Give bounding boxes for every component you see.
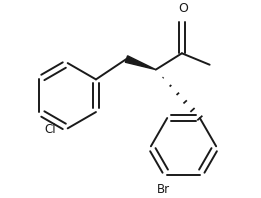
Text: Br: Br <box>157 183 170 196</box>
Text: O: O <box>178 2 188 15</box>
Text: Cl: Cl <box>45 123 56 136</box>
Polygon shape <box>125 56 156 70</box>
